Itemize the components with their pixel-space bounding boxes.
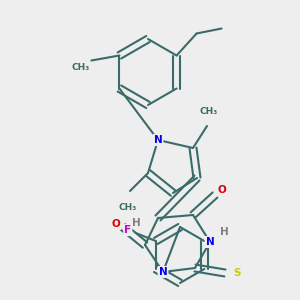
Text: H: H [132, 218, 140, 228]
Text: N: N [159, 267, 167, 277]
Text: CH₃: CH₃ [200, 107, 218, 116]
Text: CH₃: CH₃ [119, 203, 137, 212]
Text: O: O [218, 185, 226, 195]
Text: N: N [206, 237, 214, 247]
Text: F: F [124, 225, 131, 235]
Text: CH₃: CH₃ [71, 62, 89, 71]
Text: S: S [233, 268, 241, 278]
Text: O: O [112, 219, 120, 229]
Text: H: H [220, 227, 228, 237]
Text: N: N [154, 135, 162, 145]
